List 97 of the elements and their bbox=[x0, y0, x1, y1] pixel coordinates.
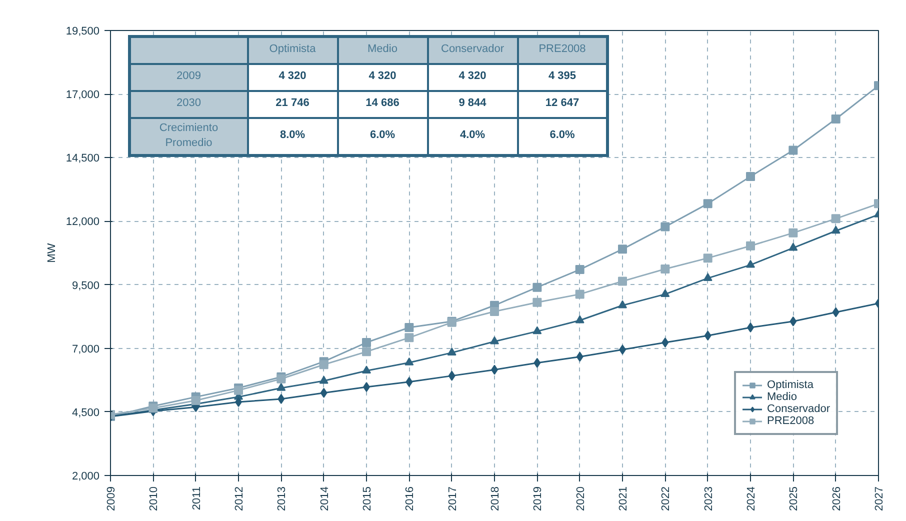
x-tick-label: 2016 bbox=[404, 486, 416, 511]
point bbox=[575, 265, 584, 274]
point bbox=[660, 264, 670, 274]
y-tick-label: 2,000 bbox=[72, 470, 100, 482]
text: Medio bbox=[368, 43, 398, 56]
annotation: Crecimiento Promedio bbox=[130, 118, 248, 156]
x-tick-label: 2010 bbox=[148, 486, 160, 511]
point bbox=[532, 326, 542, 334]
x-tick-label: 2014 bbox=[318, 486, 331, 511]
point bbox=[532, 298, 542, 307]
point bbox=[788, 228, 798, 238]
point bbox=[575, 315, 584, 324]
annotation: 8.0% bbox=[248, 118, 338, 156]
point bbox=[319, 360, 328, 370]
point bbox=[788, 242, 798, 251]
annotation: 6.0% bbox=[518, 118, 608, 156]
legend-label: PRE2008 bbox=[767, 415, 814, 427]
text: PRE2008 bbox=[538, 43, 586, 56]
x-tick-label: 2019 bbox=[532, 486, 544, 511]
y-tick-label: 14,500 bbox=[66, 152, 100, 165]
y-tick-label: 9,500 bbox=[72, 280, 100, 292]
x-tick-label: 2021 bbox=[618, 486, 630, 511]
legend-label: Optimista bbox=[767, 379, 814, 391]
text: Conservador bbox=[441, 43, 504, 56]
annotation: 4 320 bbox=[428, 64, 518, 90]
point bbox=[448, 370, 456, 381]
point bbox=[276, 382, 286, 391]
annotation: 4 320 bbox=[248, 64, 338, 90]
x-tick-label: 2013 bbox=[276, 486, 288, 511]
point bbox=[490, 306, 499, 316]
point bbox=[660, 289, 670, 298]
point bbox=[703, 273, 712, 281]
annotation: 9 844 bbox=[428, 90, 518, 118]
point bbox=[704, 330, 712, 341]
y-tick-label: 12,000 bbox=[66, 216, 100, 228]
x-tick-label: 2018 bbox=[490, 486, 502, 511]
annotation: 2030 bbox=[130, 90, 248, 118]
point bbox=[320, 388, 328, 398]
x-tick-label: 2022 bbox=[660, 486, 672, 511]
point bbox=[490, 336, 499, 344]
point bbox=[831, 214, 840, 224]
point bbox=[618, 276, 627, 286]
y-tick-label: 19,500 bbox=[66, 26, 100, 38]
annotation: 2009 bbox=[130, 64, 248, 90]
point bbox=[447, 348, 456, 356]
x-tick-label: 2024 bbox=[746, 486, 758, 511]
x-tick-label: 2017 bbox=[446, 486, 459, 511]
point bbox=[746, 260, 755, 268]
point bbox=[832, 307, 840, 318]
point bbox=[404, 357, 414, 366]
point bbox=[534, 358, 541, 368]
annotation: 14 686 bbox=[338, 90, 428, 118]
annotation: 4 395 bbox=[518, 64, 608, 90]
x-tick-label: 2027 bbox=[874, 486, 886, 511]
point bbox=[790, 316, 797, 326]
point bbox=[618, 300, 627, 308]
point bbox=[362, 366, 371, 374]
x-tick-label: 2011 bbox=[190, 486, 203, 510]
point bbox=[660, 222, 670, 232]
point bbox=[404, 333, 414, 342]
x-tick-label: 2025 bbox=[788, 486, 800, 511]
x-tick-label: 2020 bbox=[574, 486, 587, 511]
x-tick-label: 2015 bbox=[362, 486, 374, 511]
legend-label: Medio bbox=[767, 391, 797, 403]
point bbox=[406, 376, 413, 387]
point bbox=[319, 376, 328, 384]
y-tick-label: 17,000 bbox=[66, 89, 100, 102]
point bbox=[618, 244, 627, 254]
point bbox=[746, 241, 755, 250]
text: Optimista bbox=[269, 43, 316, 56]
point bbox=[404, 323, 414, 332]
point bbox=[362, 347, 371, 356]
point bbox=[746, 172, 755, 181]
point bbox=[831, 226, 840, 234]
point bbox=[576, 352, 584, 362]
y-tick-label: 4,500 bbox=[72, 406, 100, 419]
point bbox=[703, 254, 712, 263]
point bbox=[831, 114, 840, 124]
annotation: 6.0% bbox=[338, 118, 428, 156]
legend-label: Conservador bbox=[767, 403, 830, 415]
point bbox=[532, 282, 542, 292]
point bbox=[362, 338, 371, 348]
point bbox=[788, 146, 798, 155]
x-tick-label: 2012 bbox=[234, 486, 246, 511]
point bbox=[703, 199, 712, 208]
x-tick-label: 2009 bbox=[106, 486, 118, 511]
annotation: 12 647 bbox=[518, 90, 608, 118]
y-tick-label: 7,000 bbox=[72, 343, 100, 356]
point bbox=[278, 394, 285, 404]
x-tick-label: 2023 bbox=[702, 486, 715, 511]
annotation: 21 746 bbox=[248, 90, 338, 118]
y-axis-title: MW bbox=[46, 242, 58, 263]
annotation: 4 320 bbox=[338, 64, 428, 90]
point bbox=[575, 290, 584, 299]
point bbox=[662, 338, 669, 348]
annotation: 4.0% bbox=[428, 118, 518, 156]
x-tick-label: 2026 bbox=[830, 486, 843, 511]
